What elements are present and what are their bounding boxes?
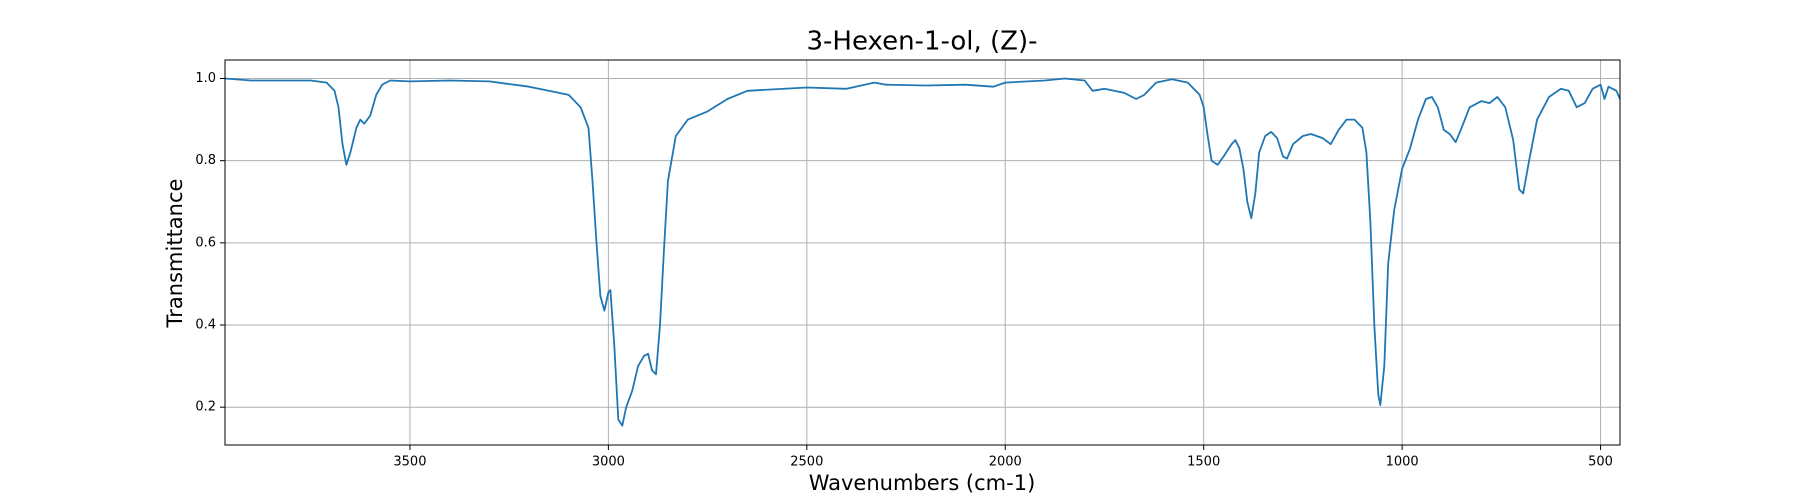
x-tick-label: 500 [1588,455,1613,470]
y-tick-label: 0.8 [195,153,216,168]
y-tick-label: 1.0 [195,71,216,86]
x-tick-label: 3500 [393,455,426,470]
y-axis-label: Transmittance [163,179,187,329]
plot-frame [224,59,1621,446]
x-tick-label: 1000 [1386,455,1419,470]
x-tick-label: 2500 [790,455,823,470]
y-tick-label: 0.4 [195,318,216,333]
y-tick-label: 0.6 [195,235,216,250]
x-tick-label: 3000 [592,455,625,470]
chart-title: 3-Hexen-1-ol, (Z)- [806,27,1037,57]
x-tick-label: 2000 [989,455,1022,470]
x-tick-label: 1500 [1187,455,1220,470]
x-axis-label: Wavenumbers (cm-1) [809,471,1036,495]
spectrum-line [224,77,1621,427]
y-tick-label: 0.2 [195,400,216,415]
